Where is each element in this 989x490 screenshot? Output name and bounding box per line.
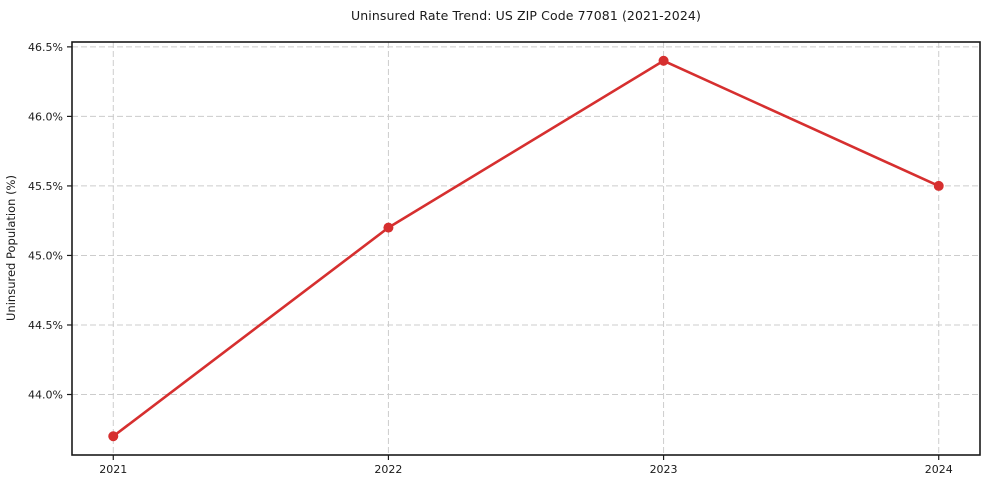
trend-line: [111, 59, 941, 438]
data-point-marker: [658, 55, 669, 66]
x-tick-label: 2021: [99, 463, 127, 476]
y-tick-label: 44.0%: [28, 389, 63, 402]
plot-border: [71, 41, 981, 456]
chart-title: Uninsured Rate Trend: US ZIP Code 77081 …: [351, 8, 701, 23]
data-point-marker: [108, 431, 119, 442]
x-tick-label: 2022: [374, 463, 402, 476]
x-tick-label: 2023: [650, 463, 678, 476]
y-tick-label: 46.0%: [28, 110, 63, 123]
data-point-marker: [383, 222, 394, 233]
y-tick-label: 45.0%: [28, 249, 63, 262]
y-tick-label: 46.5%: [28, 41, 63, 54]
data-point-marker: [933, 180, 944, 191]
y-tick-label: 45.5%: [28, 180, 63, 193]
x-tick-label: 2024: [925, 463, 953, 476]
y-tick-label: 44.5%: [28, 319, 63, 332]
